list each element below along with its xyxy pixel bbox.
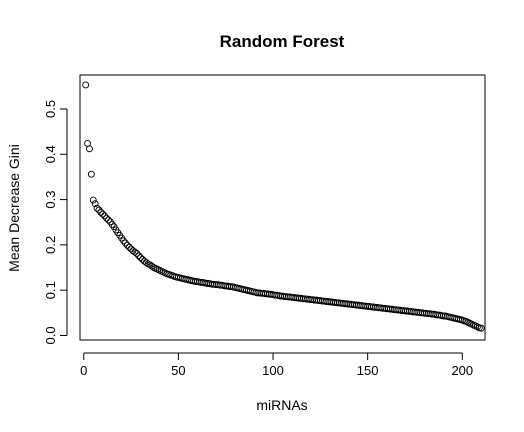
x-tick-label: 50 [171, 363, 185, 378]
y-axis-label: Mean Decrease Gini [6, 144, 22, 272]
data-point [86, 146, 92, 152]
x-axis-label: miRNAs [256, 397, 307, 413]
data-point [90, 197, 96, 203]
y-tick-label: 0.4 [43, 145, 58, 163]
data-points [83, 82, 485, 331]
y-tick-label: 0.0 [43, 326, 58, 344]
y-tick-label: 0.2 [43, 236, 58, 254]
chart-title: Random Forest [220, 32, 345, 51]
plot-area [80, 75, 485, 340]
data-point [83, 82, 89, 88]
x-axis: 0 50 100 150 200 [80, 353, 473, 378]
x-tick-label: 200 [451, 363, 473, 378]
y-tick-label: 0.5 [43, 100, 58, 118]
y-tick-label: 0.3 [43, 191, 58, 209]
x-tick-label: 100 [262, 363, 284, 378]
y-axis: 0.0 0.1 0.2 0.3 0.4 0.5 [43, 100, 67, 345]
data-point [132, 249, 138, 255]
x-tick-label: 0 [80, 363, 87, 378]
y-tick-label: 0.1 [43, 281, 58, 299]
data-point [88, 171, 94, 177]
x-tick-label: 150 [357, 363, 379, 378]
